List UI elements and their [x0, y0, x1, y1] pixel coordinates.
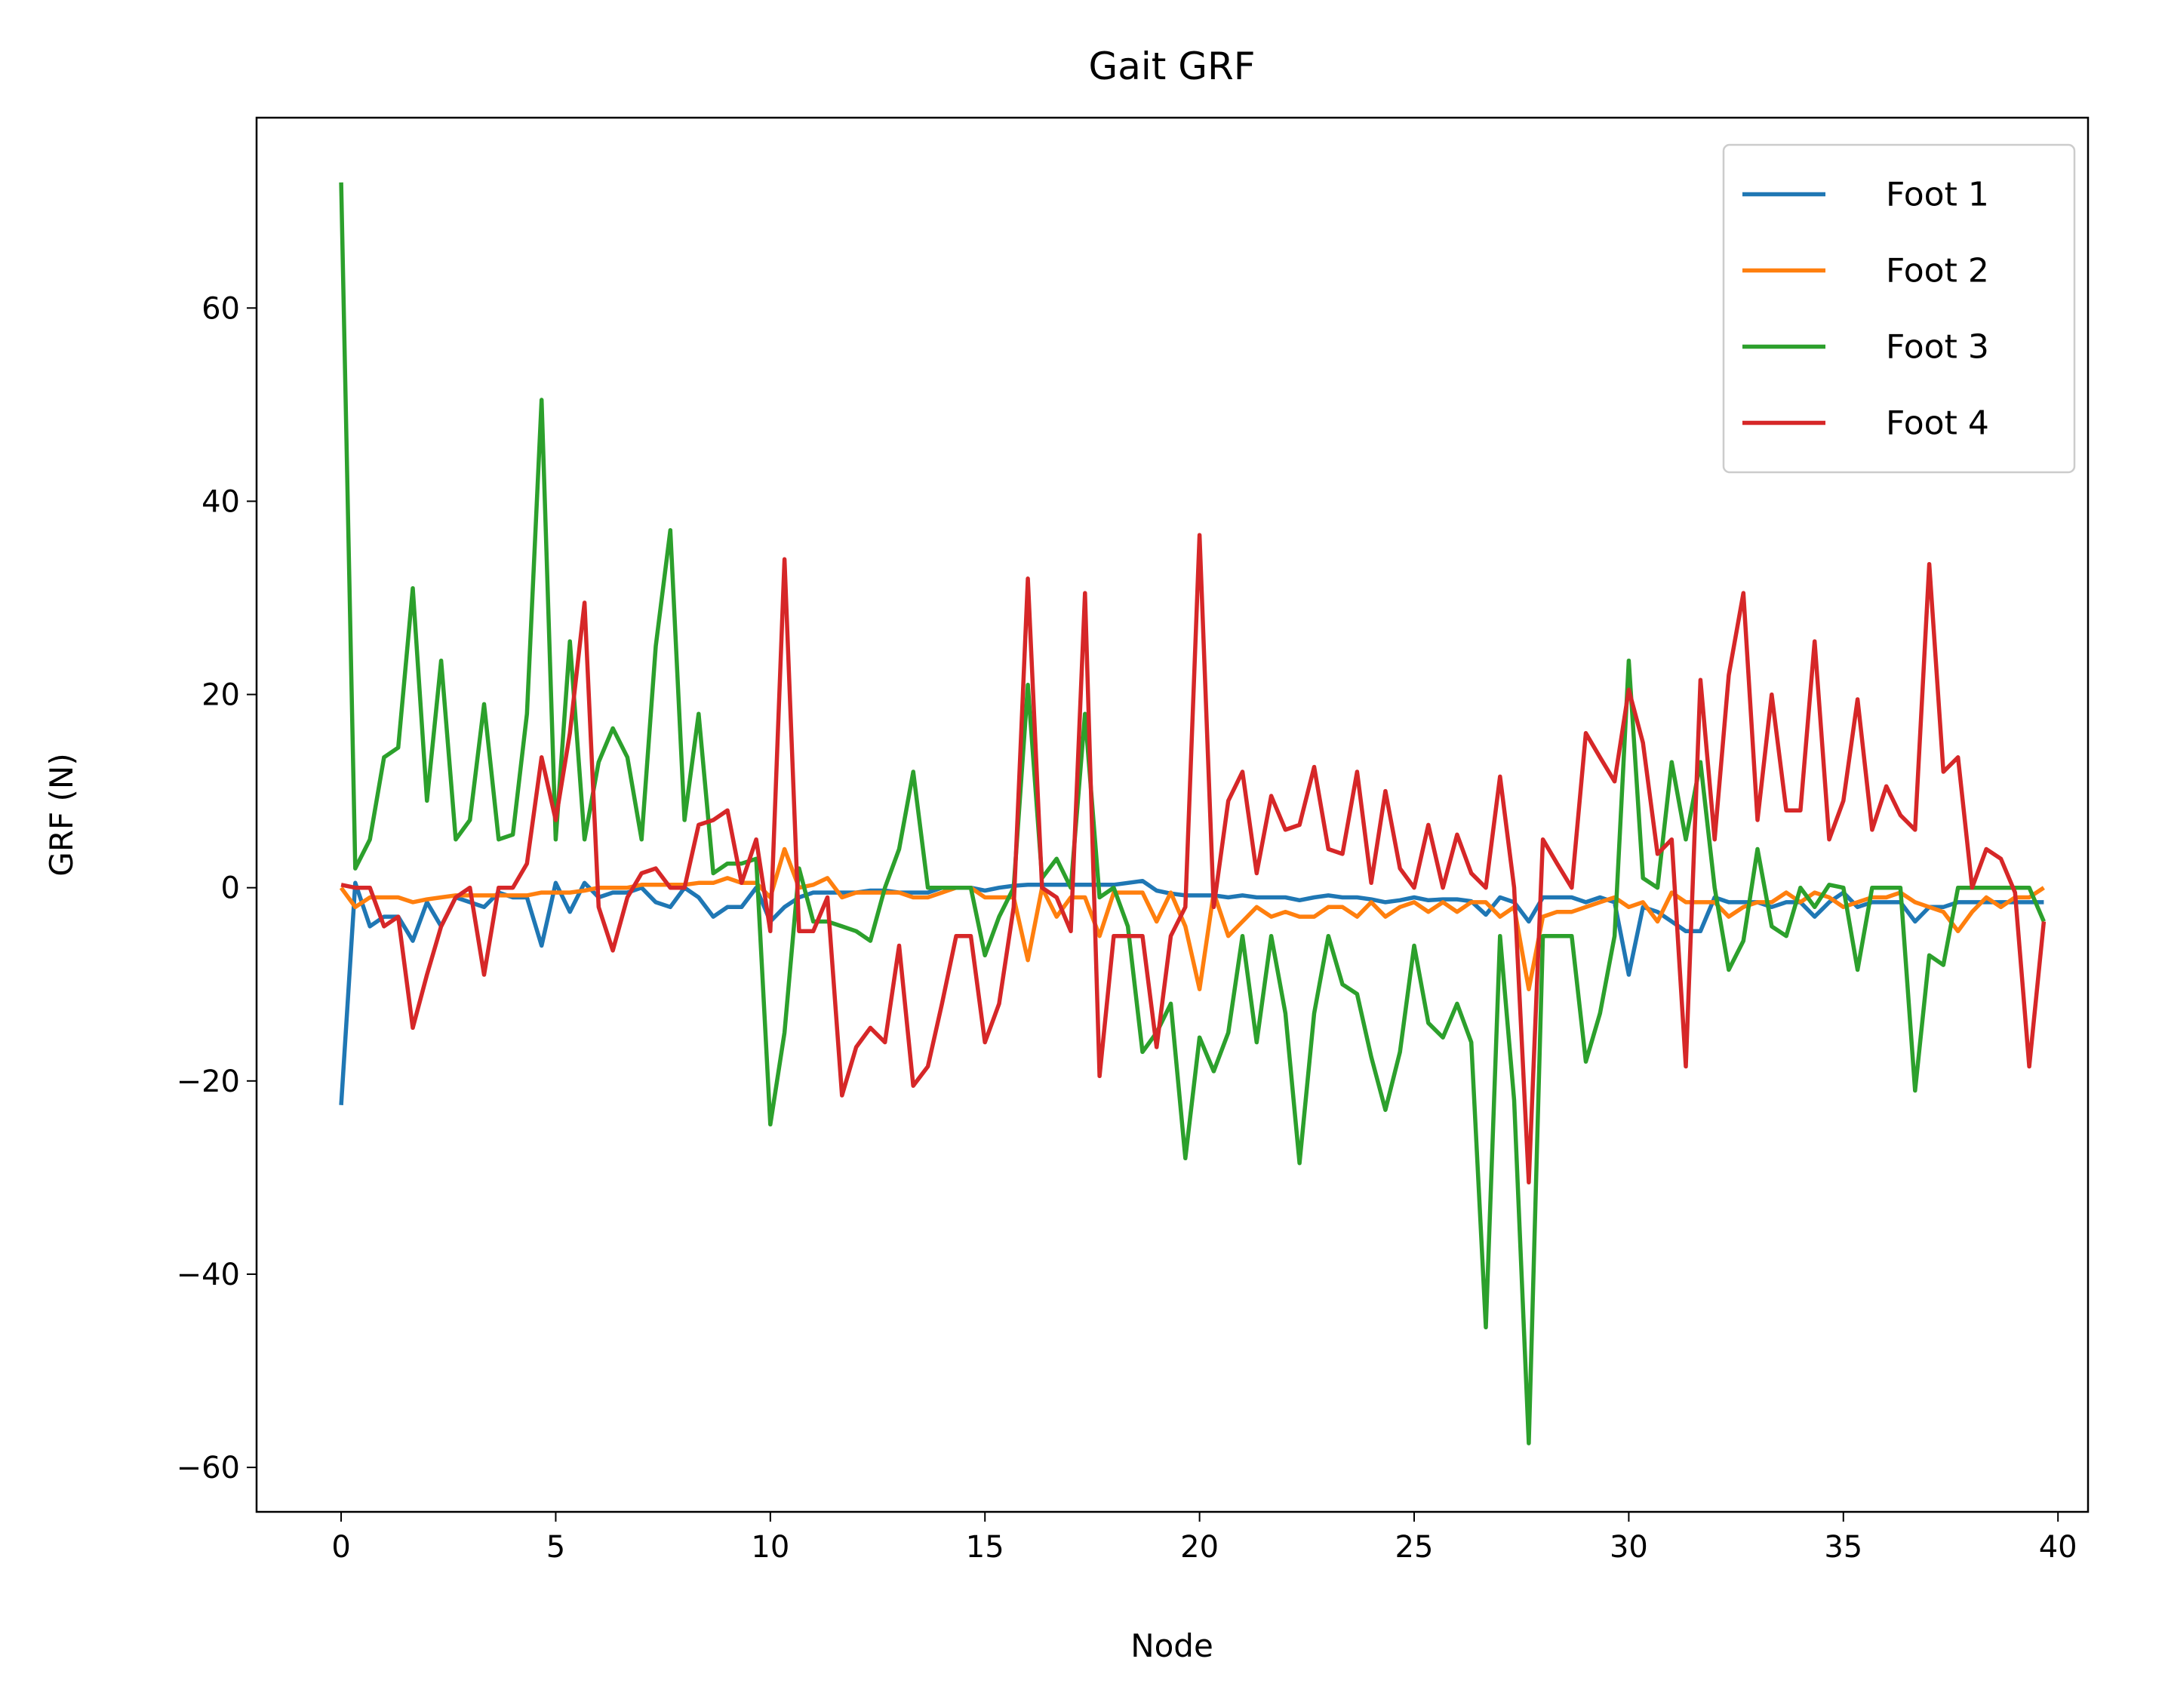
x-tick-label: 35 [1824, 1530, 1862, 1565]
x-tick-label: 20 [1180, 1530, 1219, 1565]
legend-label: Foot 2 [1886, 252, 1989, 290]
y-tick-label: 0 [221, 871, 240, 906]
legend-label: Foot 3 [1886, 328, 1989, 367]
chart-title: Gait GRF [1088, 45, 1255, 88]
series-line [339, 846, 2045, 991]
legend-label: Foot 4 [1886, 404, 1989, 443]
series-line [340, 533, 2047, 1185]
y-tick-label: 40 [201, 484, 240, 519]
legend-label: Foot 1 [1886, 176, 1989, 214]
x-tick-label: 0 [331, 1530, 350, 1565]
series-line [339, 878, 2044, 1105]
y-tick-label: −40 [177, 1258, 240, 1292]
x-tick-label: 40 [2039, 1530, 2077, 1565]
x-tick-label: 5 [546, 1530, 565, 1565]
y-tick-label: −20 [177, 1064, 240, 1099]
x-axis-label: Node [1130, 1627, 1213, 1664]
plot-frame [255, 116, 2090, 1513]
x-tick-label: 10 [751, 1530, 789, 1565]
x-tick-label: 15 [966, 1530, 1004, 1565]
y-tick-label: 60 [201, 291, 240, 326]
y-tick-label: −60 [177, 1451, 240, 1485]
x-tick-label: 30 [1610, 1530, 1648, 1565]
y-axis-label: GRF (N) [43, 753, 80, 876]
x-tick-label: 25 [1395, 1530, 1434, 1565]
series-line [339, 182, 2046, 1445]
legend-box [1722, 143, 2076, 474]
y-tick-label: 20 [201, 678, 240, 713]
